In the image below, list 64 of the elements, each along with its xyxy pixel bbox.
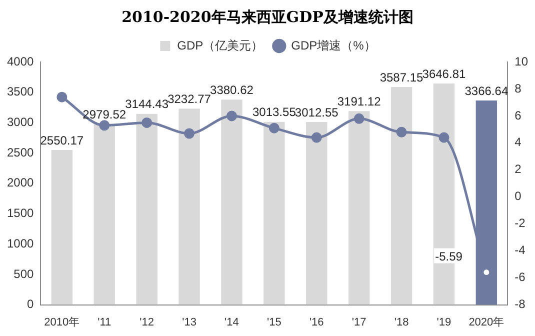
x-tick-label: '16	[309, 316, 324, 328]
y-tick-label: 1500	[6, 206, 34, 220]
bar	[306, 122, 328, 305]
data-label: 2550.17	[40, 133, 84, 148]
bar	[264, 122, 285, 305]
point	[226, 110, 237, 122]
bar	[94, 124, 115, 305]
x-tick-label: '12	[140, 316, 154, 328]
data-label: 3013.55	[252, 105, 296, 120]
x-tick-label: '17	[352, 316, 366, 328]
y2-tick-label: -2	[514, 216, 526, 230]
y2-tick-label: -6	[514, 270, 526, 284]
y2-tick-label: 10	[514, 54, 528, 68]
point	[99, 120, 110, 131]
point	[142, 117, 152, 128]
x-tick-label: '19	[436, 316, 452, 328]
data-label: 3366.64	[464, 84, 508, 98]
point	[396, 126, 407, 138]
data-label: 3380.62	[210, 82, 254, 97]
data-label: -5.59	[435, 250, 463, 264]
y2-tick-label: -8	[514, 297, 526, 312]
y2-tick-label: 8	[514, 81, 522, 96]
x-tick-label: '18	[394, 316, 409, 328]
point	[354, 113, 364, 124]
point	[56, 92, 68, 102]
data-label: 3587.15	[380, 70, 424, 84]
x-tick-label: '11	[98, 316, 112, 328]
y-tick-label: 1000	[6, 236, 34, 250]
bar	[51, 150, 73, 305]
point	[311, 132, 322, 143]
y-tick-label: 0	[27, 297, 34, 312]
y2-tick-label: 2	[514, 162, 522, 176]
legend-label: GDP增速（%）	[291, 38, 376, 52]
bar	[136, 114, 158, 305]
legend-label: GDP（亿美元）	[177, 38, 264, 52]
x-tick-label: '13	[182, 316, 196, 328]
bar	[221, 100, 242, 305]
x-tick-label: 2010年	[44, 316, 80, 328]
y2-tick-label: -4	[514, 243, 526, 258]
y-tick-label: 2000	[6, 176, 34, 190]
point	[268, 122, 280, 134]
y-tick-label: 2500	[6, 145, 34, 160]
data-label: 3646.81	[422, 66, 466, 81]
y-tick-label: 3500	[6, 84, 34, 99]
data-label: 3191.12	[337, 94, 382, 108]
y-tick-label: 4000	[6, 54, 34, 68]
y2-tick-label: 4	[514, 135, 522, 150]
point	[438, 132, 450, 143]
y2-tick-label: 6	[514, 108, 522, 122]
y-tick-label: 500	[14, 266, 34, 281]
bar	[390, 87, 412, 305]
bar	[178, 108, 200, 305]
x-tick-label: '15	[267, 316, 282, 328]
point	[184, 128, 195, 139]
y2-tick-label: 0	[514, 189, 522, 204]
x-tick-label: 2020年	[468, 316, 504, 328]
data-label: 2979.52	[82, 107, 126, 122]
y-tick-label: 3000	[6, 115, 34, 130]
bar	[348, 111, 370, 305]
data-label: 3232.77	[168, 92, 212, 106]
chart-title: 2010-2020年马来西亚GDP及增速统计图	[120, 7, 414, 28]
x-tick-label: '14	[224, 316, 239, 328]
data-label: 3144.43	[125, 97, 169, 112]
data-label: 3012.55	[294, 105, 339, 120]
